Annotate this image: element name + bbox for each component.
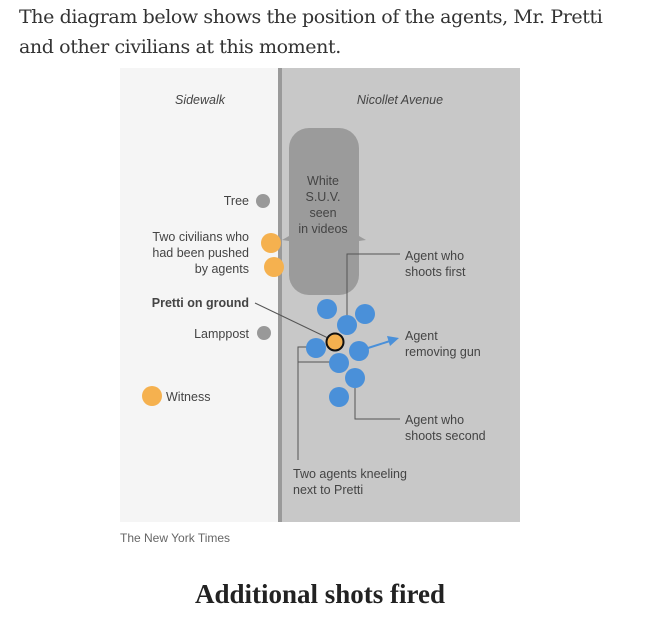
- agent-marker: [329, 387, 349, 407]
- witness-label: Witness: [166, 390, 210, 404]
- lamppost-marker: [257, 326, 271, 340]
- suv-label-3: seen: [309, 206, 336, 220]
- agent-marker-removing-gun: [349, 341, 369, 361]
- civilians-label-3: by agents: [195, 262, 249, 276]
- shoots-second-label-1: Agent who: [405, 413, 464, 427]
- civilian-marker: [264, 257, 284, 277]
- intro-paragraph: The diagram below shows the position of …: [19, 6, 603, 58]
- pretti-marker: [325, 332, 345, 352]
- agent-marker: [355, 304, 375, 324]
- agent-marker-shoots-first: [337, 315, 357, 335]
- agent-marker-kneeling: [306, 338, 326, 358]
- civilian-marker: [261, 233, 281, 253]
- sidewalk-area: [120, 68, 280, 522]
- agent-marker-kneeling: [329, 353, 349, 373]
- tree-marker: [256, 194, 270, 208]
- witness-marker: [142, 386, 162, 406]
- shoots-first-label-1: Agent who: [405, 249, 464, 263]
- leader-shoots-second: [354, 388, 400, 420]
- removing-gun-label-1: Agent: [405, 329, 438, 343]
- civilians-label-2: had been pushed: [152, 246, 249, 260]
- leader-lines: [254, 253, 400, 460]
- curb-line: [278, 68, 282, 522]
- removing-gun-label-2: removing gun: [405, 345, 481, 359]
- avenue-label: Nicollet Avenue: [357, 93, 443, 107]
- suv-shape: [282, 128, 366, 295]
- suv-label-1: White: [307, 174, 339, 188]
- shoots-first-label-2: shoots first: [405, 265, 466, 279]
- arrow-icon: [367, 336, 399, 349]
- kneeling-label-1: Two agents kneeling: [293, 467, 407, 481]
- pretti-label: Pretti on ground: [152, 296, 249, 310]
- civilians-label-1: Two civilians who: [152, 230, 249, 244]
- sidewalk-label: Sidewalk: [175, 93, 226, 107]
- agent-marker: [317, 299, 337, 319]
- leader-shoots-first: [346, 253, 400, 318]
- agent-marker-shoots-second: [345, 368, 365, 388]
- source-credit: The New York Times: [120, 531, 231, 545]
- tree-label: Tree: [224, 194, 249, 208]
- shoots-second-label-2: shoots second: [405, 429, 486, 443]
- kneeling-label-2: next to Pretti: [293, 483, 363, 497]
- suv-label-4: in videos: [298, 222, 347, 236]
- section-heading: Additional shots fired: [194, 579, 446, 609]
- suv-label-2: S.U.V.: [306, 190, 341, 204]
- lamppost-label: Lamppost: [194, 327, 249, 341]
- leader-pretti: [254, 302, 329, 339]
